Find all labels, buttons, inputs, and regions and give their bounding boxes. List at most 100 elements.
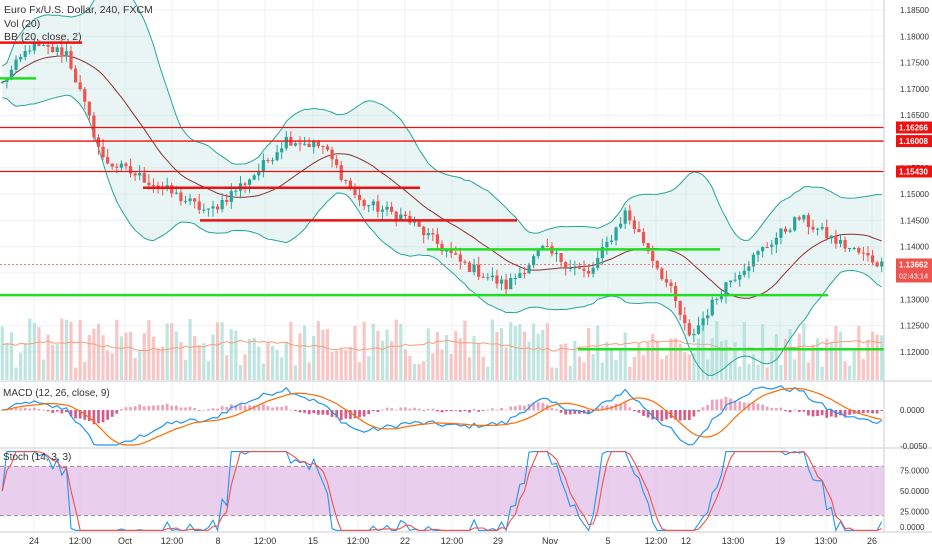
bollinger-indicator-label[interactable]: BB (20, close, 2) <box>4 31 82 43</box>
macd-histogram-bar <box>651 410 655 420</box>
volume-bar <box>390 341 394 380</box>
volume-bar <box>73 367 78 380</box>
time-tick-label: 12:00 <box>441 536 464 546</box>
macd-histogram-bar <box>825 410 829 418</box>
candle-body <box>206 208 211 210</box>
macd-histogram-bar <box>257 405 261 411</box>
volume-bar <box>183 359 188 380</box>
candle-body <box>811 226 815 230</box>
candle-body <box>838 240 843 244</box>
candle-body <box>857 248 861 253</box>
candle-body <box>156 185 160 188</box>
macd-histogram-bar <box>784 410 787 412</box>
horizontal-levels[interactable] <box>0 41 884 351</box>
stoch-indicator-label[interactable]: Stoch (14, 3, 3) <box>3 452 72 463</box>
candle-body <box>788 230 792 232</box>
candle-body <box>522 273 527 275</box>
candle-body <box>710 299 714 316</box>
candle-body <box>0 81 4 83</box>
macd-histogram-bar <box>92 410 96 425</box>
volume-bar <box>275 349 279 380</box>
macd-histogram-bar <box>623 402 627 411</box>
macd-histogram-bar <box>665 410 668 420</box>
volume-bar <box>564 343 568 380</box>
volume-bar <box>751 354 756 380</box>
macd-histogram-bar <box>674 410 677 420</box>
macd-histogram-bar <box>101 410 105 423</box>
candle-body <box>641 232 646 244</box>
volume-bar <box>138 350 142 380</box>
candle-body <box>101 146 105 158</box>
stoch-pane <box>0 447 932 533</box>
candle-body <box>532 256 536 266</box>
candle-body <box>591 267 595 274</box>
macd-histogram-bar <box>335 410 339 418</box>
macd-histogram-bar <box>632 410 636 412</box>
macd-histogram-bar <box>697 410 700 412</box>
candle-body <box>261 160 265 172</box>
macd-histogram-bar <box>486 409 490 411</box>
macd-histogram-bar <box>32 407 36 411</box>
macd-indicator-label[interactable]: MACD (12, 26, close, 9) <box>3 388 110 399</box>
volume-bar <box>101 335 105 380</box>
price-tick-label: 1.15000 <box>900 190 929 199</box>
volume-bar <box>696 338 701 380</box>
macd-histogram-bar <box>468 410 471 413</box>
volume-bar <box>426 328 430 380</box>
candle-body <box>266 160 270 162</box>
macd-histogram-bar <box>449 410 453 412</box>
candle-body <box>449 250 453 254</box>
macd-histogram-bar <box>802 410 806 412</box>
macd-histogram-bar <box>174 405 178 411</box>
macd-histogram-bar <box>829 410 833 417</box>
macd-histogram-bar <box>463 410 467 412</box>
volume-bar <box>811 344 815 380</box>
macd-histogram-bar <box>0 410 4 411</box>
candle-body <box>73 68 78 83</box>
volume-bar <box>321 329 325 380</box>
macd-histogram-bar <box>756 403 760 411</box>
volume-bar <box>628 366 632 380</box>
candle-body <box>852 248 856 250</box>
macd-histogram-bar <box>362 410 366 417</box>
stoch-tick-label: 0.0000 <box>900 523 925 532</box>
candle-body <box>335 159 339 166</box>
macd-histogram-bar <box>344 410 348 419</box>
candle-body <box>348 180 352 189</box>
candle-body <box>541 245 545 251</box>
macd-histogram-bar <box>779 407 783 411</box>
macd-histogram-bar <box>298 410 302 413</box>
macd-histogram-bar <box>655 410 659 421</box>
volume-bar <box>669 338 673 380</box>
candle-body <box>504 279 508 290</box>
volume-bar <box>37 327 41 380</box>
volume-bar <box>0 326 4 380</box>
macd-histogram-bar <box>216 408 219 411</box>
volume-bar <box>55 343 59 380</box>
candle-body <box>733 279 737 281</box>
macd-histogram-bar <box>60 410 64 414</box>
price-tick-label: 1.13000 <box>900 295 929 304</box>
macd-histogram-bar <box>307 410 311 415</box>
volume-bar <box>215 322 220 380</box>
volume-bar <box>87 334 91 380</box>
candle-body <box>848 248 852 250</box>
price-badge-label: 1.16266 <box>899 124 928 133</box>
macd-histogram-bar <box>706 404 710 411</box>
volume-bar <box>14 367 18 380</box>
volume-bar <box>490 319 494 380</box>
candle-body <box>783 228 788 232</box>
volume-bar <box>486 366 490 380</box>
macd-histogram-bar <box>303 410 306 413</box>
macd-histogram-bar <box>600 405 604 411</box>
volume-bar <box>380 340 385 380</box>
macd-histogram-bar <box>513 406 517 411</box>
macd-histogram-bar <box>536 402 540 411</box>
volume-bar <box>559 344 563 380</box>
macd-histogram-bar <box>715 399 719 411</box>
volume-bar <box>353 325 357 380</box>
volume-bar <box>596 325 600 380</box>
stoch-band <box>0 466 884 516</box>
volume-indicator-label[interactable]: Vol (20) <box>4 18 41 30</box>
